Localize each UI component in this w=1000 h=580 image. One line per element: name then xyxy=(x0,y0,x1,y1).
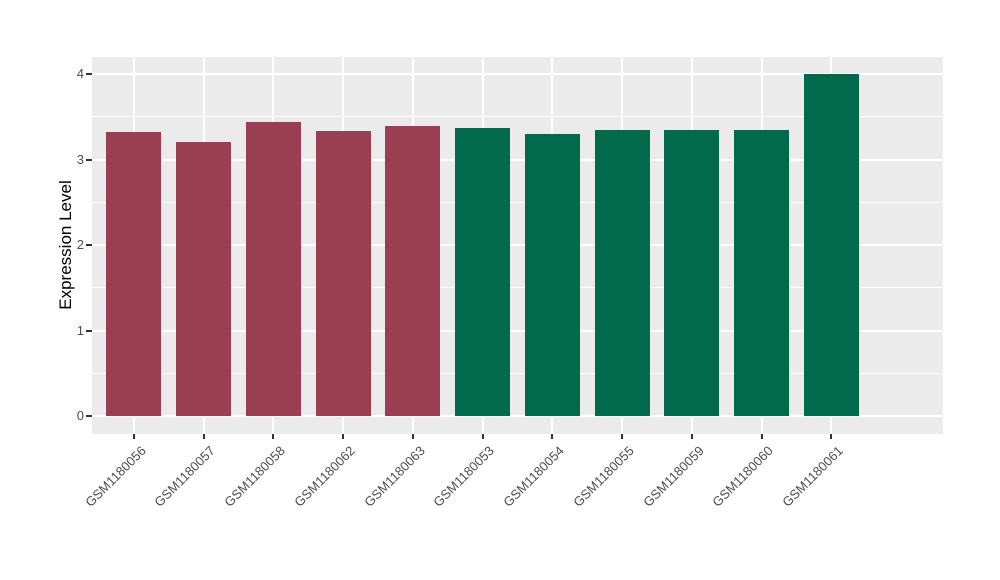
x-tick-label: GSM1180062 xyxy=(291,443,358,510)
x-tick-mark xyxy=(760,434,763,439)
bar-GSM1180060 xyxy=(734,130,790,416)
bar-GSM1180063 xyxy=(385,126,441,416)
bar-GSM1180059 xyxy=(664,129,720,416)
y-tick-mark xyxy=(86,415,92,417)
y-tick-mark xyxy=(86,244,92,246)
x-tick-label: GSM1180063 xyxy=(360,443,428,510)
x-tick-mark xyxy=(411,434,414,439)
y-tick-label: 1 xyxy=(76,322,84,338)
x-tick-mark xyxy=(132,434,135,439)
x-tick-label: GSM1180054 xyxy=(500,443,567,510)
x-tick-mark xyxy=(621,434,624,439)
bar-GSM1180055 xyxy=(594,130,650,416)
y-tick-mark xyxy=(86,73,92,75)
bar-GSM1180062 xyxy=(315,131,371,416)
x-tick-mark xyxy=(690,434,693,439)
x-tick-label: GSM1180060 xyxy=(709,443,777,510)
x-tick-label: GSM1180058 xyxy=(221,443,288,510)
y-tick-label: 0 xyxy=(76,408,84,423)
y-tick-label: 3 xyxy=(76,151,84,167)
y-tick-label: 4 xyxy=(76,66,84,81)
x-tick-label: GSM1180057 xyxy=(151,443,219,510)
x-tick-label: GSM1180055 xyxy=(570,443,637,510)
gridline-major xyxy=(92,73,943,75)
gridline-major xyxy=(92,158,943,161)
gridline-major xyxy=(92,244,943,246)
gridline-minor xyxy=(92,201,943,203)
bar-GSM1180056 xyxy=(106,132,162,416)
y-tick-mark xyxy=(86,158,92,161)
x-tick-label: GSM1180059 xyxy=(639,443,707,510)
x-tick-label: GSM1180053 xyxy=(430,443,498,510)
gridline-minor xyxy=(92,372,943,374)
x-tick-label: GSM1180056 xyxy=(81,443,149,510)
plot-panel xyxy=(92,57,943,434)
x-tick-mark xyxy=(202,434,205,439)
gridline-minor xyxy=(92,287,943,289)
x-tick-mark xyxy=(272,434,275,439)
gridline-minor xyxy=(92,116,943,118)
bar-GSM1180061 xyxy=(803,74,859,416)
x-tick-mark xyxy=(342,434,345,439)
gridline-major xyxy=(92,329,943,332)
bar-GSM1180058 xyxy=(245,121,301,416)
bar-GSM1180057 xyxy=(176,141,232,416)
x-tick-mark xyxy=(481,434,484,439)
x-tick-label: GSM1180061 xyxy=(779,443,846,510)
x-tick-mark xyxy=(830,434,833,439)
bar-GSM1180054 xyxy=(524,133,580,416)
x-tick-mark xyxy=(551,434,554,439)
gridline-major xyxy=(92,415,943,417)
bar-GSM1180053 xyxy=(455,127,511,416)
y-tick-mark xyxy=(86,329,92,332)
y-tick-label: 2 xyxy=(76,237,84,252)
